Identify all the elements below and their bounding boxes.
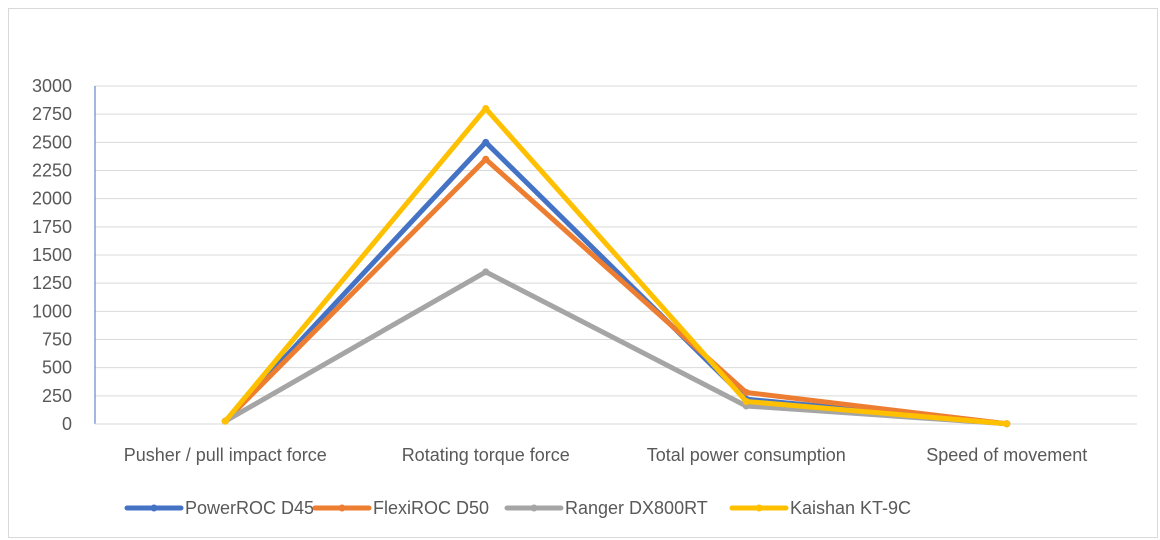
legend-label: FlexiROC D50: [373, 498, 489, 518]
y-tick-label: 2000: [32, 189, 72, 209]
data-point: [482, 155, 490, 163]
legend-marker: [755, 504, 763, 512]
x-tick-label: Total power consumption: [647, 445, 846, 465]
y-tick-label: 2500: [32, 132, 72, 152]
series-lines: [221, 105, 1011, 428]
y-tick-label: 1000: [32, 301, 72, 321]
data-point: [742, 388, 750, 396]
y-tick-label: 1750: [32, 217, 72, 237]
y-tick-label: 500: [42, 358, 72, 378]
legend-marker: [530, 504, 538, 512]
x-tick-label: Speed of movement: [926, 445, 1087, 465]
y-tick-label: 0: [62, 414, 72, 434]
series-line-3: [222, 106, 1010, 427]
legend-label: PowerROC D45: [185, 498, 314, 518]
data-point: [742, 397, 750, 405]
chart-frame: [8, 8, 1158, 538]
x-tick-label: Rotating torque force: [402, 445, 570, 465]
data-point: [1003, 420, 1011, 428]
x-tick-label: Pusher / pull impact force: [124, 445, 327, 465]
y-tick-label: 3000: [32, 76, 72, 96]
legend-label: Ranger DX800RT: [565, 498, 708, 518]
x-axis-ticks: Pusher / pull impact force Rotating torqu…: [124, 445, 1088, 465]
y-axis-ticks: 0 250 500 750 1000 1250 1500 1750 2000 2250 2500 27…: [32, 76, 72, 434]
y-tick-label: 1500: [32, 245, 72, 265]
y-tick-label: 250: [42, 386, 72, 406]
data-point: [482, 105, 490, 113]
y-tick-label: 2250: [32, 161, 72, 181]
axes: [94, 86, 1137, 425]
legend-marker: [150, 504, 158, 512]
legend: PowerROC D45 FlexiROC D50 Ranger DX800RT Ka…: [124, 498, 911, 518]
data-point: [482, 138, 490, 146]
y-tick-label: 2750: [32, 104, 72, 124]
legend-label: Kaishan KT-9C: [790, 498, 911, 518]
series-line-1: [222, 156, 1010, 427]
data-point: [482, 268, 490, 276]
y-tick-label: 750: [42, 330, 72, 350]
y-tick-label: 1250: [32, 273, 72, 293]
data-point: [221, 417, 229, 425]
legend-marker: [338, 504, 346, 512]
